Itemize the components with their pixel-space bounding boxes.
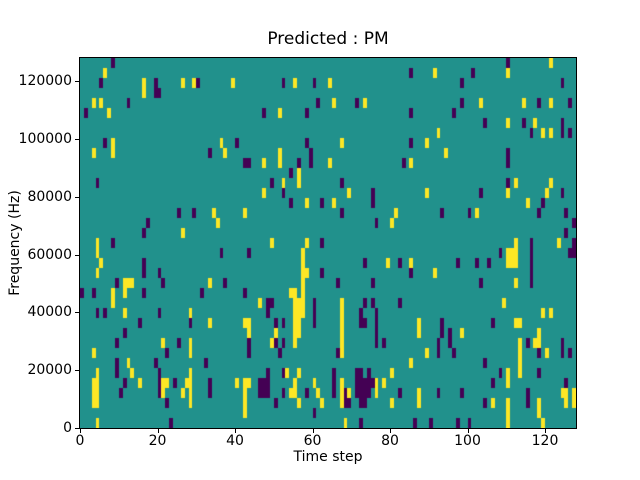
- x-tick-label: 60: [303, 433, 322, 449]
- y-axis-label: Frequency (Hz): [7, 190, 23, 296]
- x-tick-mark: [235, 429, 236, 433]
- y-tick-mark: [75, 428, 79, 429]
- y-tick-label: 80000: [27, 188, 72, 205]
- y-tick-label: 20000: [27, 362, 72, 379]
- x-tick-mark: [390, 429, 391, 433]
- x-tick-mark: [467, 429, 469, 433]
- x-tick-mark: [157, 429, 159, 433]
- y-tick-label: 40000: [27, 304, 72, 321]
- x-tick-mark: [545, 429, 546, 433]
- x-tick-label: 0: [75, 433, 85, 449]
- chart-title: Predicted : PM: [267, 29, 389, 49]
- y-tick-label: 100000: [18, 130, 72, 147]
- y-tick-mark: [75, 254, 79, 256]
- y-tick-mark: [75, 138, 79, 140]
- heatmap-canvas: [80, 58, 576, 428]
- y-tick-label: 0: [63, 420, 72, 436]
- y-tick-mark: [75, 370, 79, 372]
- y-tick-mark: [75, 312, 79, 314]
- y-tick-mark: [75, 81, 79, 83]
- y-tick-label: 120000: [18, 73, 72, 90]
- x-tick-label: 120: [531, 433, 559, 449]
- x-axis-label: Time step: [293, 449, 363, 465]
- x-tick-label: 40: [226, 433, 244, 449]
- x-tick-mark: [80, 429, 81, 433]
- x-tick-label: 80: [381, 433, 399, 449]
- x-tick-mark: [312, 429, 314, 433]
- y-tick-mark: [75, 196, 79, 198]
- y-tick-label: 60000: [27, 246, 72, 263]
- x-tick-label: 20: [148, 433, 167, 449]
- x-tick-label: 100: [454, 433, 481, 449]
